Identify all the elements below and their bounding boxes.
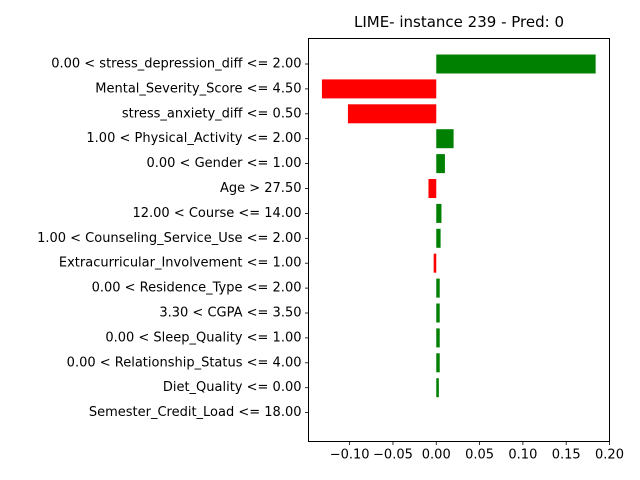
y-tick-label-13: Diet_Quality <= 0.00: [163, 380, 302, 395]
y-tick-label-11: 0.00 < Sleep_Quality <= 1.00: [105, 330, 301, 345]
bar-13: [436, 378, 439, 398]
bar-10: [436, 303, 440, 323]
bar-12: [436, 353, 440, 373]
x-tick-label-0: −0.10: [330, 448, 370, 463]
y-tick-label-3: 1.00 < Physical_Activity <= 2.00: [86, 131, 301, 146]
bar-4: [436, 154, 445, 174]
y-tick-label-4: 0.00 < Gender <= 1.00: [146, 156, 301, 171]
bar-2: [347, 104, 437, 124]
bar-9: [436, 278, 440, 298]
chart-title: LIME- instance 239 - Pred: 0: [354, 13, 564, 31]
y-tick-label-5: Age > 27.50: [220, 181, 302, 196]
x-tick-label-5: 0.15: [552, 448, 581, 463]
bar-5: [428, 179, 437, 198]
y-tick-label-1: Mental_Severity_Score <= 4.50: [95, 81, 301, 96]
y-tick-label-14: Semester_Credit_Load <= 18.00: [89, 405, 302, 420]
bar-8: [433, 253, 437, 273]
x-tick-label-4: 0.10: [508, 448, 537, 463]
bar-1: [321, 79, 437, 99]
bar-6: [436, 203, 442, 223]
bars-group: [321, 54, 596, 398]
bar-7: [436, 228, 441, 248]
y-tick-label-2: stress_anxiety_diff <= 0.50: [122, 106, 302, 121]
y-tick-label-10: 3.30 < CGPA <= 3.50: [159, 306, 301, 321]
x-tick-label-6: 0.20: [595, 448, 624, 463]
y-tick-labels: 0.00 < stress_depression_diff <= 2.00 Men…: [37, 57, 309, 420]
bar-0: [436, 54, 596, 74]
y-tick-label-8: Extracurricular_Involvement <= 1.00: [59, 256, 302, 271]
y-tick-label-7: 1.00 < Counseling_Service_Use <= 2.00: [37, 231, 301, 246]
y-tick-label-12: 0.00 < Relationship_Status <= 4.00: [67, 355, 302, 370]
x-tick-label-3: 0.05: [465, 448, 494, 463]
y-tick-label-9: 0.00 < Residence_Type <= 2.00: [92, 281, 302, 296]
y-tick-label-0: 0.00 < stress_depression_diff <= 2.00: [51, 57, 301, 72]
y-tick-label-6: 12.00 < Course <= 14.00: [132, 206, 301, 221]
x-tick-label-2: 0.00: [422, 448, 451, 463]
bar-3: [436, 129, 454, 149]
plot-frame: [308, 38, 610, 442]
x-tick-label-1: −0.05: [373, 448, 413, 463]
x-ticks-group: −0.10 −0.05 0.00 0.05 0.10 0.15 0.20: [330, 441, 624, 463]
bar-11: [436, 328, 440, 348]
